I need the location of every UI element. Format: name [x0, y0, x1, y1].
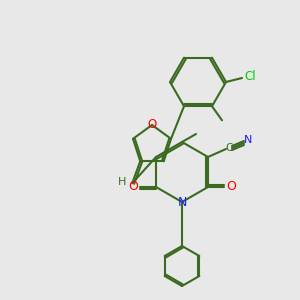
Text: N: N [244, 135, 252, 145]
Text: C: C [225, 143, 233, 153]
Text: O: O [128, 181, 138, 194]
Text: N: N [177, 196, 187, 208]
Text: Cl: Cl [244, 70, 256, 83]
Text: O: O [226, 181, 236, 194]
Text: H: H [118, 177, 126, 187]
Text: O: O [147, 118, 157, 130]
